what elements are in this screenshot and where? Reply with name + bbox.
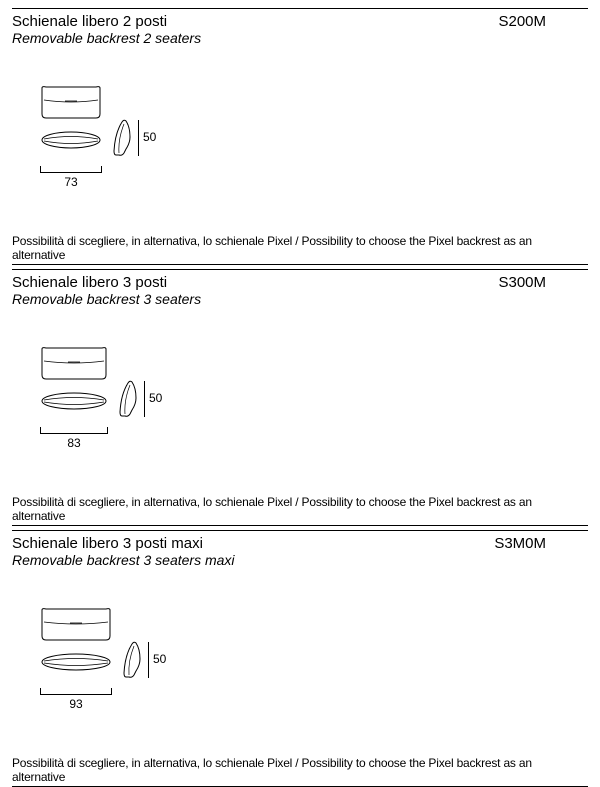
note-wrapper: Possibilità di scegliere, in alternativa… bbox=[12, 754, 588, 787]
cushion-top-icon bbox=[40, 391, 108, 411]
title-italian: Schienale libero 3 posti maxi bbox=[12, 535, 235, 552]
width-value: 83 bbox=[67, 436, 80, 450]
side-group: 50 bbox=[118, 380, 162, 418]
height-dimension: 50 bbox=[144, 381, 162, 417]
product-section: Schienale libero 2 posti Removable backr… bbox=[12, 8, 588, 265]
height-dimension: 50 bbox=[148, 642, 166, 678]
cushion-top-icon bbox=[40, 130, 102, 150]
header-row: Schienale libero 3 posti Removable backr… bbox=[12, 270, 588, 307]
cushion-stack: 83 bbox=[40, 347, 108, 450]
product-section: Schienale libero 3 posti maxi Removable … bbox=[12, 530, 588, 787]
width-dimension: 93 bbox=[40, 688, 112, 711]
side-group: 50 bbox=[122, 641, 166, 679]
note-rule bbox=[12, 525, 588, 526]
cushion-side-icon bbox=[122, 641, 144, 679]
product-code: S3M0M bbox=[494, 535, 588, 552]
height-value: 50 bbox=[143, 130, 156, 144]
width-dimension: 73 bbox=[40, 166, 102, 189]
product-code: S300M bbox=[498, 274, 588, 291]
cushion-front-icon bbox=[40, 608, 112, 642]
alternative-note: Possibilità di scegliere, in alternativa… bbox=[12, 754, 588, 786]
height-value: 50 bbox=[153, 652, 166, 666]
header-row: Schienale libero 3 posti maxi Removable … bbox=[12, 531, 588, 568]
cushion-stack: 93 bbox=[40, 608, 112, 711]
title-group: Schienale libero 3 posti Removable backr… bbox=[12, 274, 201, 307]
note-wrapper: Possibilità di scegliere, in alternativa… bbox=[12, 493, 588, 526]
product-section: Schienale libero 3 posti Removable backr… bbox=[12, 269, 588, 526]
drawing-block: 93 50 bbox=[12, 568, 588, 718]
height-dimension: 50 bbox=[138, 120, 156, 156]
cushion-front-icon bbox=[40, 347, 108, 381]
cushion-top-icon bbox=[40, 652, 112, 672]
title-italian: Schienale libero 3 posti bbox=[12, 274, 201, 291]
title-english: Removable backrest 3 seaters maxi bbox=[12, 552, 235, 568]
cushion-front-icon bbox=[40, 86, 102, 120]
width-value: 73 bbox=[64, 175, 77, 189]
cushion-side-icon bbox=[118, 380, 140, 418]
note-wrapper: Possibilità di scegliere, in alternativa… bbox=[12, 232, 588, 265]
product-code: S200M bbox=[498, 13, 588, 30]
side-group: 50 bbox=[112, 119, 156, 157]
title-group: Schienale libero 2 posti Removable backr… bbox=[12, 13, 201, 46]
height-value: 50 bbox=[149, 391, 162, 405]
note-rule bbox=[12, 264, 588, 265]
title-italian: Schienale libero 2 posti bbox=[12, 13, 201, 30]
cushion-stack: 73 bbox=[40, 86, 102, 189]
width-value: 93 bbox=[69, 697, 82, 711]
alternative-note: Possibilità di scegliere, in alternativa… bbox=[12, 232, 588, 264]
alternative-note: Possibilità di scegliere, in alternativa… bbox=[12, 493, 588, 525]
drawing-block: 73 50 bbox=[12, 46, 588, 196]
cushion-side-icon bbox=[112, 119, 134, 157]
header-row: Schienale libero 2 posti Removable backr… bbox=[12, 9, 588, 46]
title-english: Removable backrest 2 seaters bbox=[12, 30, 201, 46]
title-group: Schienale libero 3 posti maxi Removable … bbox=[12, 535, 235, 568]
drawing-block: 83 50 bbox=[12, 307, 588, 457]
width-dimension: 83 bbox=[40, 427, 108, 450]
title-english: Removable backrest 3 seaters bbox=[12, 291, 201, 307]
